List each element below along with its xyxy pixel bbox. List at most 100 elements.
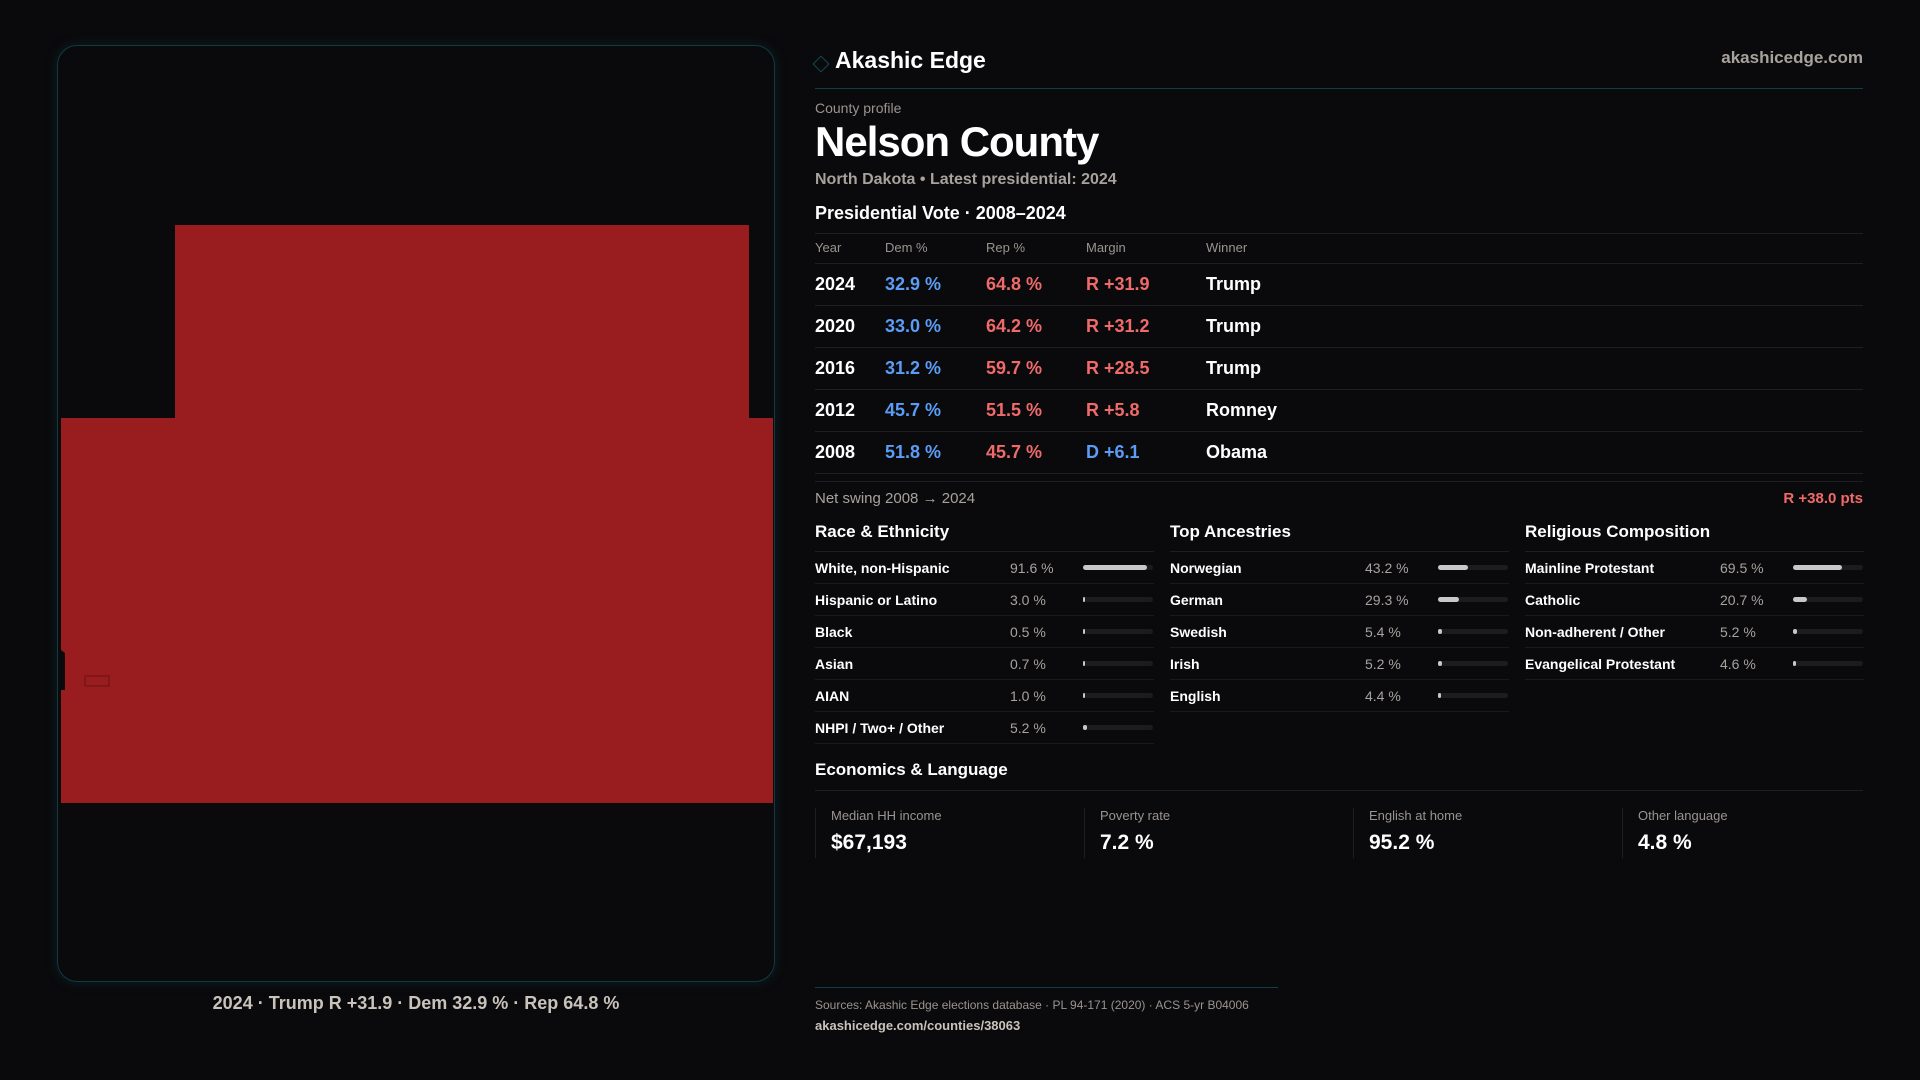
- footer-divider: [815, 987, 1278, 988]
- item-value: 43.2 %: [1365, 559, 1409, 576]
- list-item: Hispanic or Latino 3.0 %: [815, 584, 1154, 616]
- item-value: 1.0 %: [1010, 687, 1046, 704]
- progress-bar: [1083, 629, 1153, 634]
- economics-title: Economics & Language: [815, 760, 1008, 779]
- brand-name: Akashic Edge: [835, 47, 986, 73]
- stat-label: Poverty rate: [1100, 808, 1171, 823]
- item-label: AIAN: [815, 687, 850, 704]
- cell-margin: D +6.1: [1086, 442, 1140, 462]
- progress-bar: [1793, 597, 1863, 602]
- section-title: Religious Composition: [1525, 522, 1864, 552]
- divider: [815, 481, 1863, 482]
- item-value: 4.4 %: [1365, 687, 1401, 704]
- column-header: Winner: [1206, 240, 1248, 255]
- item-label: White, non-Hispanic: [815, 559, 950, 576]
- item-value: 20.7 %: [1720, 591, 1764, 608]
- cell-margin: R +5.8: [1086, 400, 1140, 420]
- progress-fill: [1438, 661, 1442, 666]
- cell-year: 2008: [815, 442, 856, 462]
- item-label: Non-adherent / Other: [1525, 623, 1666, 640]
- net-swing-value: R +38.0 pts: [1783, 490, 1863, 507]
- cell-year: 2012: [815, 400, 856, 420]
- progress-fill: [1793, 629, 1797, 634]
- stat-card: Other language 4.8 %: [1622, 808, 1890, 858]
- stat-card: Median HH income $67,193: [815, 808, 1083, 858]
- demographic-section: Top Ancestries Norwegian 43.2 % German 29.3 …: [1170, 522, 1509, 712]
- cell-margin: R +31.2: [1086, 316, 1150, 336]
- progress-fill: [1438, 565, 1469, 570]
- cell-dem: 51.8 %: [885, 442, 942, 462]
- progress-bar: [1083, 725, 1153, 730]
- progress-fill: [1083, 597, 1086, 602]
- list-item: German 29.3 %: [1170, 584, 1509, 616]
- item-value: 5.4 %: [1365, 623, 1401, 640]
- progress-bar: [1083, 565, 1153, 570]
- list-item: NHPI / Two+ / Other 5.2 %: [815, 712, 1154, 744]
- item-value: 69.5 %: [1720, 559, 1764, 576]
- item-label: Irish: [1170, 655, 1200, 672]
- progress-fill: [1438, 597, 1459, 602]
- cell-dem: 33.0 %: [885, 316, 942, 336]
- item-value: 5.2 %: [1010, 719, 1046, 736]
- list-item: Norwegian 43.2 %: [1170, 552, 1509, 584]
- cell-margin: R +28.5: [1086, 358, 1150, 378]
- cell-year: 2016: [815, 358, 856, 378]
- stat-value: 4.8 %: [1638, 831, 1692, 854]
- cell-rep: 45.7 %: [986, 442, 1043, 462]
- section-title: Race & Ethnicity: [815, 522, 1154, 552]
- row-divider: [815, 347, 1863, 348]
- list-item: Black 0.5 %: [815, 616, 1154, 648]
- item-label: Catholic: [1525, 591, 1581, 608]
- progress-fill: [1083, 661, 1085, 666]
- cell-dem: 31.2 %: [885, 358, 942, 378]
- item-value: 91.6 %: [1010, 559, 1054, 576]
- stat-value: 7.2 %: [1100, 831, 1154, 854]
- list-item: Asian 0.7 %: [815, 648, 1154, 680]
- list-item: Non-adherent / Other 5.2 %: [1525, 616, 1864, 648]
- stat-label: English at home: [1369, 808, 1463, 823]
- item-label: Asian: [815, 655, 854, 672]
- progress-bar: [1083, 661, 1153, 666]
- list-item: English 4.4 %: [1170, 680, 1509, 712]
- item-label: Swedish: [1170, 623, 1227, 640]
- cell-winner: Trump: [1206, 274, 1262, 294]
- item-label: English: [1170, 687, 1221, 704]
- county-url[interactable]: akashicedge.com/counties/38063: [815, 1018, 1021, 1033]
- item-label: Hispanic or Latino: [815, 591, 938, 608]
- item-label: Evangelical Protestant: [1525, 655, 1676, 672]
- item-label: Norwegian: [1170, 559, 1242, 576]
- stat-label: Median HH income: [831, 808, 942, 823]
- item-value: 29.3 %: [1365, 591, 1409, 608]
- net-swing-label: Net swing 2008 → 2024: [815, 490, 976, 507]
- stat-card: English at home 95.2 %: [1353, 808, 1621, 858]
- item-value: 5.2 %: [1365, 655, 1401, 672]
- progress-fill: [1793, 661, 1797, 666]
- cell-dem: 32.9 %: [885, 274, 942, 294]
- map-caption: 2024 · Trump R +31.9 · Dem 32.9 % · Rep …: [212, 993, 620, 1013]
- divider: [815, 233, 1863, 234]
- row-divider: [815, 431, 1863, 432]
- presidential-title: Presidential Vote · 2008–2024: [815, 203, 1066, 223]
- item-value: 0.7 %: [1010, 655, 1046, 672]
- progress-bar: [1793, 661, 1863, 666]
- site-link[interactable]: akashicedge.com: [1721, 48, 1863, 67]
- stat-value: 95.2 %: [1369, 831, 1435, 854]
- stat-card: Poverty rate 7.2 %: [1084, 808, 1352, 858]
- cell-rep: 59.7 %: [986, 358, 1043, 378]
- cell-rep: 64.8 %: [986, 274, 1043, 294]
- list-item: White, non-Hispanic 91.6 %: [815, 552, 1154, 584]
- row-divider: [815, 473, 1863, 474]
- page-title: Nelson County: [815, 118, 1099, 165]
- progress-bar: [1438, 565, 1508, 570]
- cell-winner: Obama: [1206, 442, 1268, 462]
- list-item: AIAN 1.0 %: [815, 680, 1154, 712]
- item-label: NHPI / Two+ / Other: [815, 719, 945, 736]
- stat-label: Other language: [1638, 808, 1728, 823]
- progress-fill: [1793, 597, 1808, 602]
- diamond-icon: [812, 55, 830, 72]
- cell-rep: 51.5 %: [986, 400, 1043, 420]
- brand-logo[interactable]: Akashic Edge: [812, 47, 986, 74]
- cell-rep: 64.2 %: [986, 316, 1043, 336]
- item-label: Black: [815, 623, 853, 640]
- list-item: Mainline Protestant 69.5 %: [1525, 552, 1864, 584]
